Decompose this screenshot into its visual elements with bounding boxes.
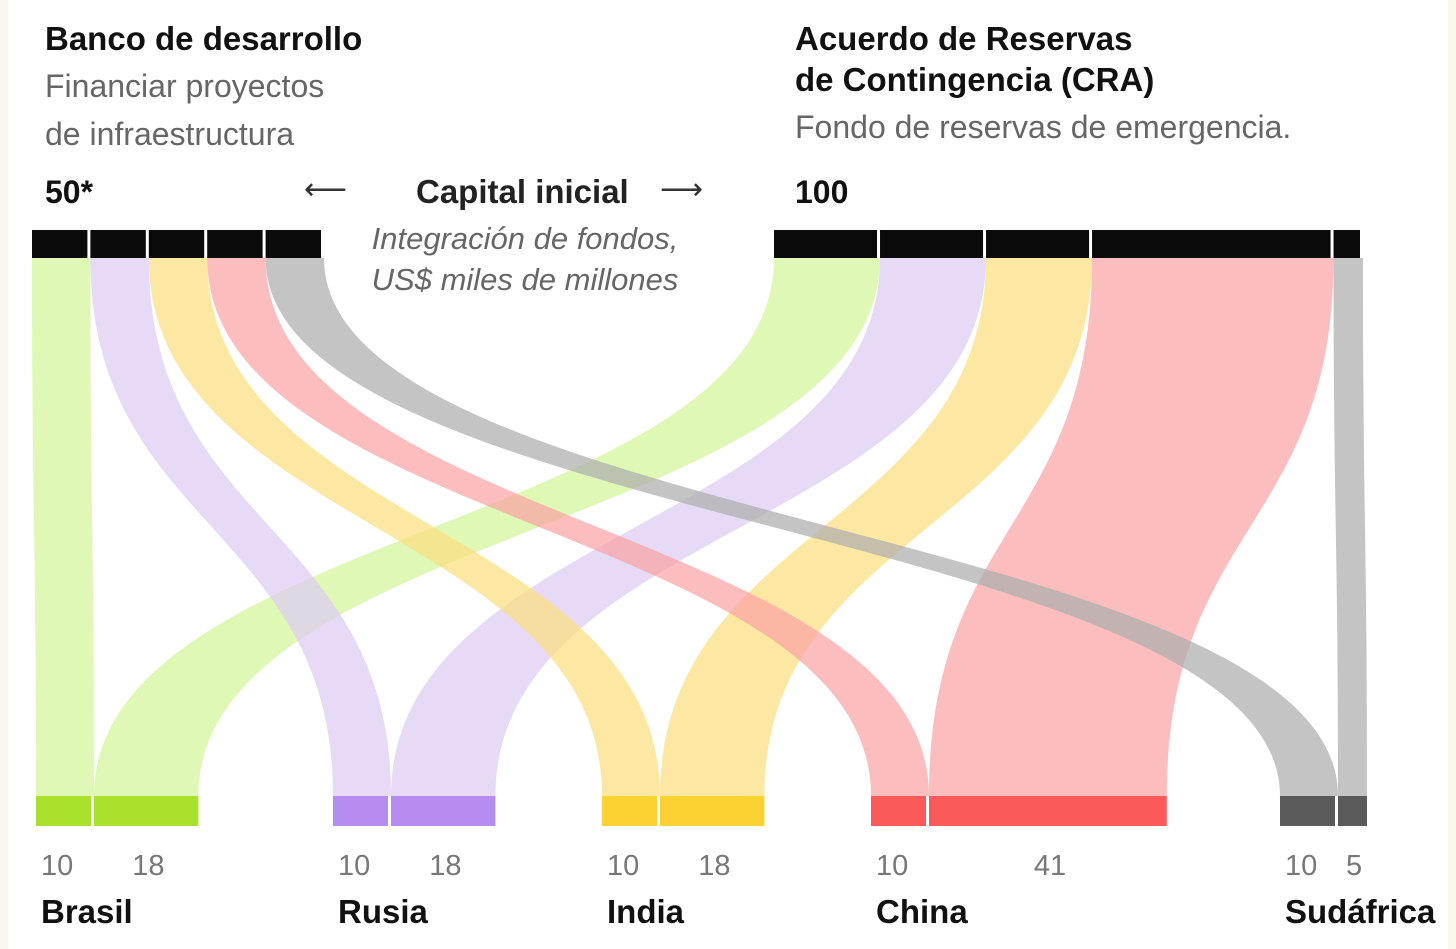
banco-subtitle-1: Financiar proyectos	[45, 68, 325, 104]
country-label-rusia: Rusia	[338, 893, 428, 930]
flow-cra-rusia	[391, 258, 987, 796]
center-title: Capital inicial	[416, 173, 629, 210]
bottom-bar-banco-sudfrica	[1280, 796, 1335, 826]
value-banco-rusia: 10	[338, 850, 371, 882]
top-bar-cra-india	[986, 230, 1090, 258]
value-cra-brasil: 18	[132, 850, 165, 882]
cra-title-2: de Contingencia (CRA)	[795, 61, 1155, 98]
flow-banco-rusia	[90, 258, 392, 796]
flow-cra-china	[929, 258, 1334, 796]
flows-group	[32, 258, 1367, 796]
bottom-bar-cra-brasil	[94, 796, 199, 826]
value-cra-china: 41	[1033, 850, 1067, 882]
banco-total: 50*	[45, 174, 94, 210]
value-banco-sudfrica: 10	[1285, 850, 1318, 882]
top-bar-banco-brasil	[32, 230, 88, 258]
bottom-bar-banco-rusia	[333, 796, 388, 826]
value-cra-india: 18	[698, 850, 731, 882]
flow-cra-brasil	[94, 258, 881, 796]
bottom-bar-cra-india	[660, 796, 765, 826]
country-label-india: India	[607, 893, 685, 930]
value-banco-china: 10	[876, 850, 909, 882]
cra-title-1: Acuerdo de Reservas	[795, 20, 1133, 57]
center-subtitle-2: US$ miles de millones	[371, 262, 679, 297]
top-bar-banco-india	[148, 230, 205, 258]
center-subtitle-1: Integración de fondos,	[371, 221, 679, 256]
flow-banco-sudfrica	[265, 258, 1339, 796]
bottom-bar-cra-rusia	[391, 796, 496, 826]
top-bar-cra-rusia	[880, 230, 984, 258]
value-banco-india: 10	[607, 850, 640, 882]
top-bar-cra-china	[1092, 230, 1331, 258]
bottom-bar-cra-sudfrica	[1338, 796, 1367, 826]
country-label-china: China	[876, 893, 968, 930]
flow-banco-brasil	[32, 258, 94, 796]
banco-subtitle-2: de infraestructura	[45, 116, 295, 152]
value-banco-brasil: 10	[41, 850, 74, 882]
banco-title: Banco de desarrollo	[45, 20, 363, 57]
value-cra-rusia: 18	[429, 850, 462, 882]
top-bar-banco-china	[207, 230, 263, 258]
flow-cra-india	[660, 258, 1093, 796]
arrow-right-icon: ⟶	[660, 173, 704, 206]
flow-cra-sudfrica	[1333, 258, 1367, 796]
bottom-bar-cra-china	[929, 796, 1167, 826]
arrow-left-icon: ⟵	[304, 173, 348, 206]
top-bar-banco-sudfrica	[265, 230, 321, 258]
flow-banco-india	[148, 258, 661, 796]
cra-subtitle: Fondo de reservas de emergencia.	[795, 109, 1292, 145]
sankey-chart	[32, 230, 1367, 826]
bottom-bar-banco-brasil	[36, 796, 91, 826]
top-bar-cra-brasil	[774, 230, 878, 258]
flow-banco-china	[207, 258, 929, 796]
top-bar-banco-rusia	[90, 230, 146, 258]
country-label-sudfrica: Sudáfrica	[1285, 893, 1436, 930]
country-label-brasil: Brasil	[41, 893, 133, 930]
value-cra-sudfrica: 5	[1346, 850, 1363, 882]
cra-total: 100	[795, 174, 849, 210]
bottom-bar-banco-india	[602, 796, 657, 826]
top-bar-cra-sudfrica	[1333, 230, 1360, 258]
bottom-bar-banco-china	[871, 796, 926, 826]
bars-group	[32, 230, 1367, 826]
infographic: Banco de desarrollo Financiar proyectos …	[8, 0, 1448, 949]
